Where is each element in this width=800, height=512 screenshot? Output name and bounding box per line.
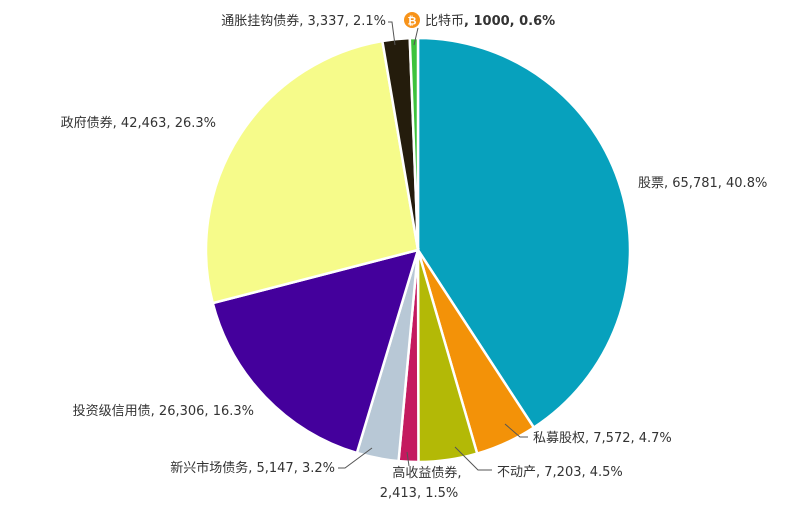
label-high-yield-line1: 高收益债券,: [392, 465, 461, 481]
leader-line-bitcoin: [413, 27, 419, 46]
label-em-debt: 新兴市场债务, 5,147, 3.2%: [170, 460, 335, 476]
pie-slice-5: [211, 248, 420, 455]
label-ig-credit: 投资级信用债, 26,306, 16.3%: [73, 403, 254, 419]
leader-line-inflation-linked: [388, 21, 396, 46]
pie-slice-6: [204, 39, 420, 305]
pie-slice-8: [408, 36, 420, 251]
bitcoin-label-group: ₿ 比特币, 1000, 0.6%: [404, 12, 555, 29]
label-gov-bonds: 政府债券, 42,463, 26.3%: [61, 115, 216, 131]
label-bitcoin-values: , 1000, 0.6%: [464, 14, 555, 29]
bitcoin-icon: [404, 12, 420, 28]
label-high-yield-line2: 2,413, 1.5%: [380, 486, 459, 501]
leader-line-private-equity: [504, 423, 528, 438]
leader-lines: [338, 21, 528, 471]
leader-line-em-debt: [338, 447, 373, 469]
bitcoin-icon-symbol: ₿: [408, 15, 417, 28]
leader-line-high-yield: [406, 451, 410, 467]
label-private-equity: 私募股权, 7,572, 4.7%: [533, 430, 672, 446]
leader-line-real-estate: [454, 446, 492, 471]
label-inflation-linked: 通胀挂钩债券, 3,337, 2.1%: [221, 13, 386, 29]
label-stocks: 股票, 65,781, 40.8%: [638, 176, 767, 191]
label-bitcoin: 比特币, 1000, 0.6%: [425, 14, 555, 29]
label-bitcoin-name: 比特币: [425, 14, 464, 29]
label-real-estate: 不动产, 7,203, 4.5%: [497, 465, 623, 480]
pie-slices: [204, 36, 632, 464]
